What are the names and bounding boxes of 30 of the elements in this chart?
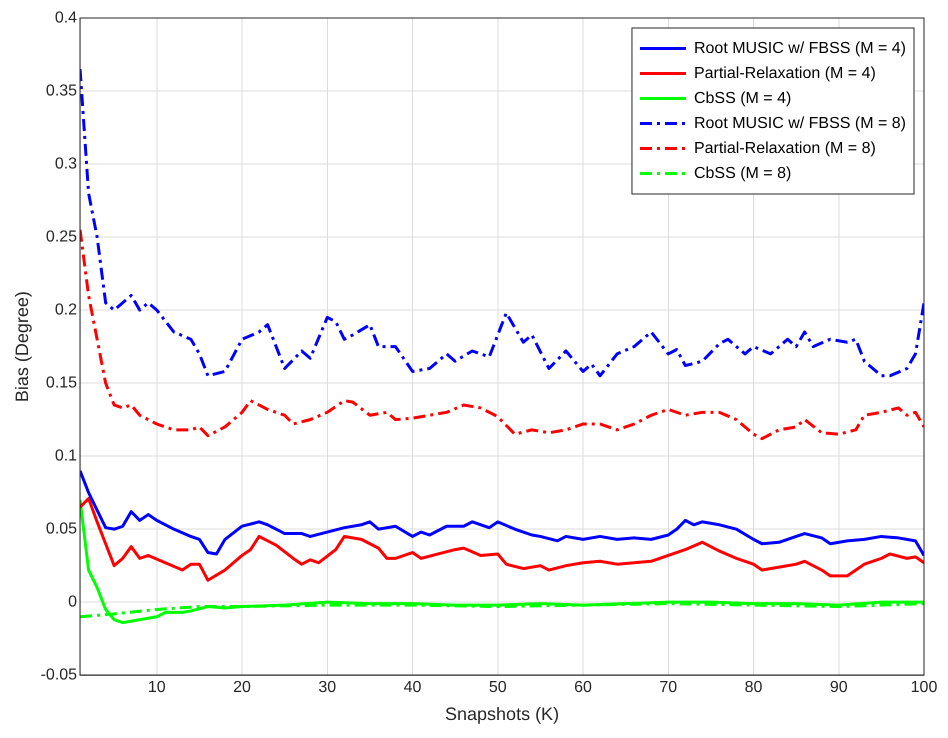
legend-label: Partial-Relaxation (M = 8) [694,140,876,157]
y-tick-label: 0 [68,594,78,611]
y-tick-label: 0.15 [46,374,78,392]
legend-label: Partial-Relaxation (M = 4) [694,64,876,82]
legend-label: Root MUSIC w/ FBSS (M = 4) [694,40,906,57]
line-series [80,228,924,440]
y-tick-label: 0.4 [54,9,78,26]
y-tick-label: 0.25 [46,228,78,246]
legend-label: CbSS (M = 4) [694,90,792,107]
y-tick-label: 0.35 [46,82,78,100]
x-tick-label: 40 [404,679,422,696]
x-tick-label: 20 [233,679,252,696]
y-tick-label: 0.1 [54,448,78,465]
x-tick-label: 100 [910,679,938,696]
x-tick-label: 30 [318,679,336,696]
y-tick-label: 0.2 [54,301,78,318]
x-tick-label: 50 [488,679,507,696]
y-axis-title: Bias (Degree) [12,291,32,402]
x-tick-label: 70 [659,679,678,696]
x-tick-label: 60 [574,679,592,696]
x-tick-label: 80 [744,679,763,696]
legend-label: Root MUSIC w/ FBSS (M = 8) [694,114,906,132]
y-tick-label: 0.3 [54,155,78,172]
legend-label: CbSS (M = 8) [694,164,792,182]
x-axis-title: Snapshots (K) [445,704,560,724]
x-tick-label: 90 [830,679,848,696]
x-tick-label: 10 [148,679,166,696]
line-series [80,68,924,378]
y-tick-label: -0.05 [40,666,78,684]
y-tick-label: 0.05 [46,520,78,538]
